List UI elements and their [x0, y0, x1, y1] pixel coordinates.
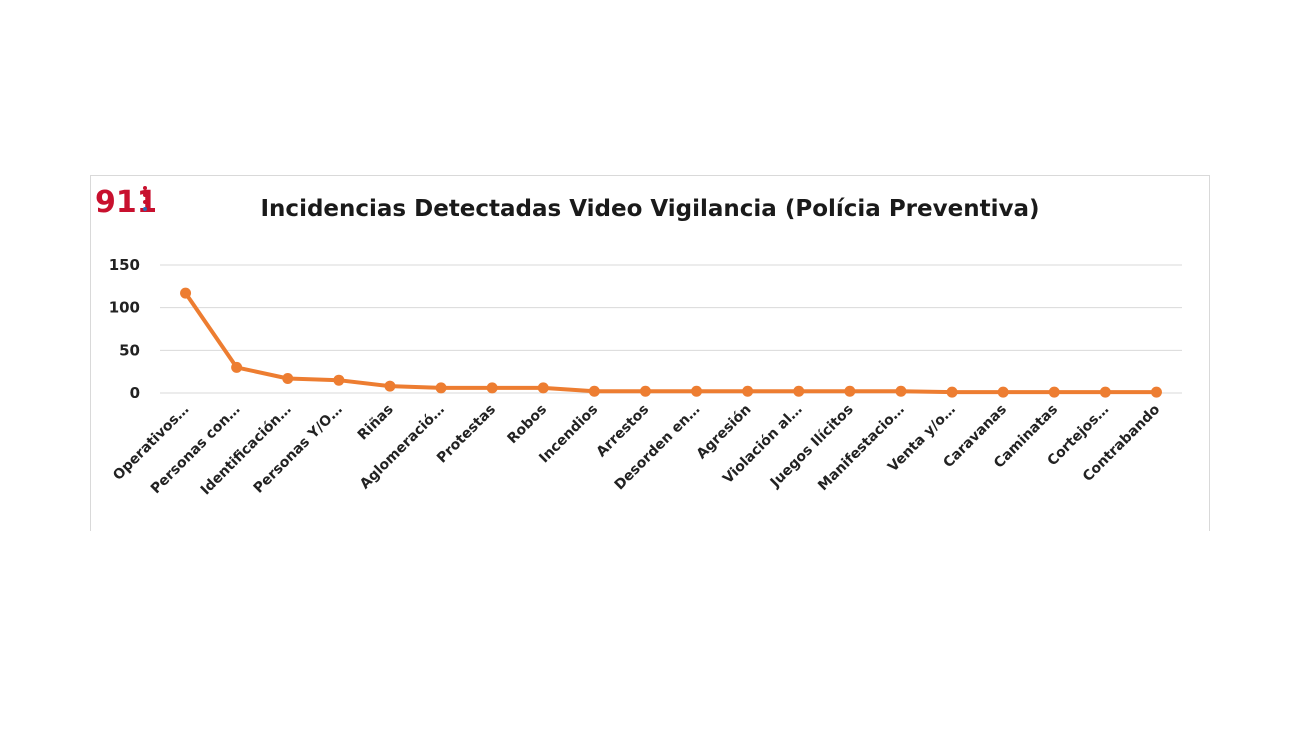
- data-point: [946, 386, 958, 398]
- data-point: [742, 385, 754, 397]
- data-point: [333, 374, 345, 386]
- x-axis-ticks: Operativos…Personas con…Identificación…P…: [110, 401, 1163, 498]
- y-tick-label: 100: [109, 299, 140, 317]
- data-point: [282, 372, 294, 384]
- chart-title: Incidencias Detectadas Video Vigilancia …: [260, 196, 1040, 222]
- y-axis-ticks: 0 50 100 150: [109, 256, 140, 402]
- data-point: [844, 385, 856, 397]
- data-point: [895, 385, 907, 397]
- 911-logo: 911: [95, 185, 155, 216]
- x-tick-label: Identificación…: [198, 402, 295, 499]
- data-point: [384, 380, 396, 392]
- data-point: [231, 361, 243, 373]
- data-point: [997, 386, 1009, 398]
- data-point: [180, 287, 192, 299]
- data-point: [486, 382, 498, 394]
- x-tick-label: Riñas: [355, 402, 397, 444]
- data-point: [435, 382, 447, 394]
- data-point: [1048, 386, 1060, 398]
- y-tick-label: 0: [130, 384, 140, 402]
- y-tick-label: 50: [119, 341, 140, 359]
- data-point: [1150, 386, 1162, 398]
- x-tick-label: Robos: [505, 402, 551, 448]
- data-point: [793, 385, 805, 397]
- data-point: [1099, 386, 1111, 398]
- data-point: [639, 385, 651, 397]
- chart-frame: [90, 175, 1210, 531]
- series-line: [183, 291, 1159, 395]
- series-layer: [180, 287, 1162, 398]
- x-tick-label: Personas con…: [148, 402, 244, 498]
- x-tick-label: Desorden en…: [612, 402, 704, 494]
- data-point: [588, 385, 600, 397]
- x-tick-label: Manifestacio…: [815, 402, 908, 495]
- data-point: [537, 382, 549, 394]
- grid-layer: [160, 264, 1182, 394]
- data-point: [691, 385, 703, 397]
- y-tick-label: 150: [109, 256, 140, 274]
- x-tick-label: Personas Y/O…: [251, 402, 346, 497]
